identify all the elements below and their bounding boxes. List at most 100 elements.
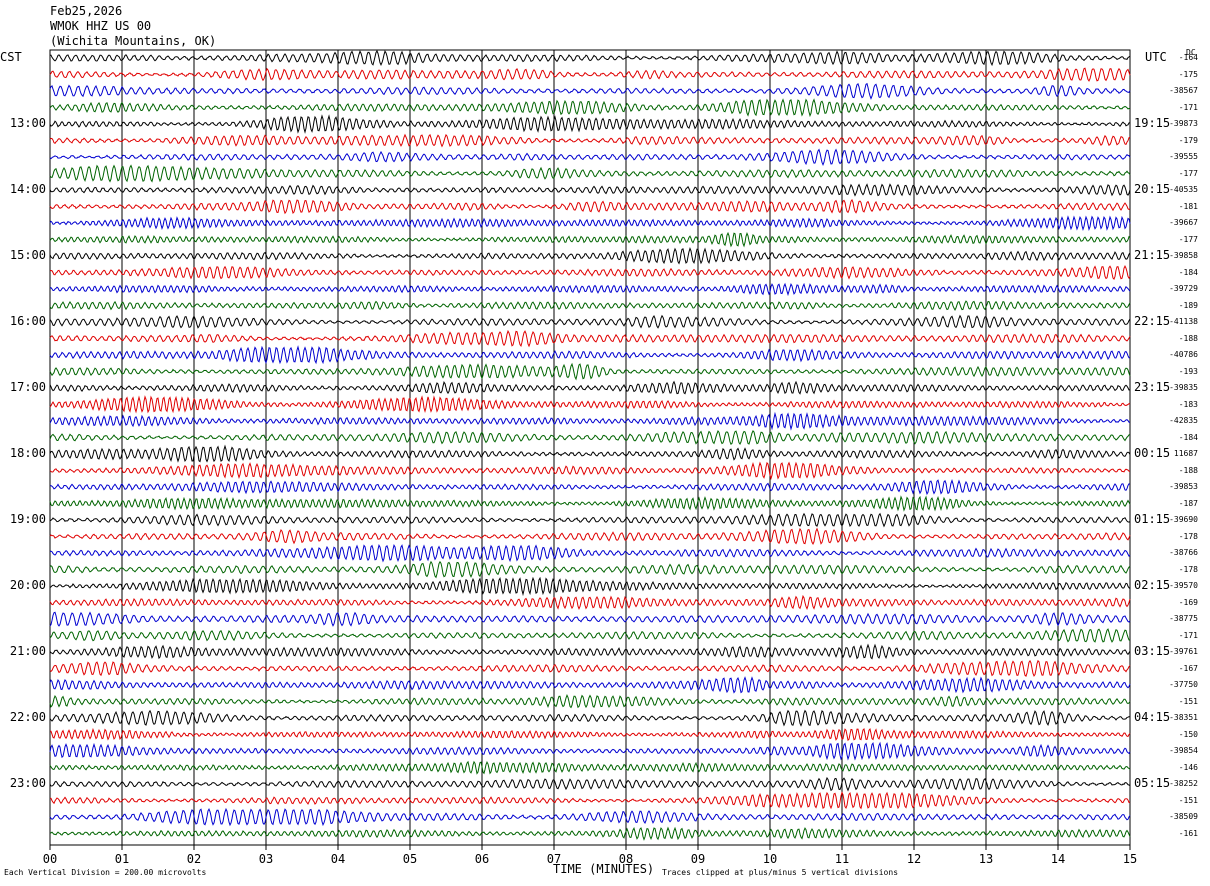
- x-tick-label: 04: [330, 852, 346, 866]
- left-hour-label: 17:00: [9, 380, 46, 394]
- right-hour-label: 22:15: [1134, 314, 1171, 328]
- dc-offset-label: -39729: [1169, 284, 1198, 293]
- clip-note: Traces clipped at plus/minus 5 vertical …: [662, 868, 899, 877]
- seismic-trace: [49, 628, 1131, 643]
- dc-offset-label: -179: [1178, 135, 1198, 145]
- seismic-trace: [49, 461, 1131, 481]
- left-hour-label: 15:00: [9, 248, 46, 262]
- dc-offset-label: -40535: [1169, 185, 1198, 194]
- seismic-trace: [49, 594, 1131, 610]
- seismic-trace: [49, 67, 1131, 82]
- dc-offset-label: -193: [1178, 366, 1198, 376]
- seismic-trace: [49, 133, 1131, 148]
- right-timezone-label: UTC: [1145, 50, 1167, 64]
- dc-offset-label: -169: [1178, 597, 1198, 607]
- scale-note: Each Vertical Division = 200.00 microvol…: [4, 868, 207, 877]
- left-hour-label: 19:00: [9, 512, 46, 526]
- x-tick-label: 01: [114, 852, 130, 866]
- seismic-trace: [49, 709, 1131, 727]
- dc-offset-label: -184: [1178, 267, 1198, 277]
- seismic-trace: [49, 659, 1131, 677]
- x-tick-label: 15: [1122, 852, 1138, 866]
- dc-offset-label: -178: [1178, 564, 1198, 574]
- seismic-trace: [49, 164, 1131, 183]
- dc-offset-label: -39853: [1169, 482, 1198, 491]
- x-tick-label: 14: [1050, 852, 1066, 866]
- dc-offset-label: -42835: [1169, 416, 1198, 425]
- seismic-trace: [49, 643, 1131, 660]
- seismic-trace: [49, 215, 1131, 232]
- seismic-trace: [49, 300, 1131, 311]
- left-hour-label: 21:00: [9, 644, 46, 658]
- dc-offset-label: -189: [1178, 300, 1198, 310]
- seismic-trace: [49, 560, 1131, 579]
- dc-offset-label: -38567: [1169, 86, 1198, 95]
- right-hour-label: 03:15: [1134, 644, 1171, 658]
- seismic-trace: [49, 444, 1131, 463]
- dc-offset-label: -164: [1178, 53, 1198, 62]
- seismic-trace: [49, 826, 1131, 841]
- dc-offset-label: -177: [1178, 168, 1198, 178]
- dc-offset-label: -188: [1178, 333, 1198, 343]
- right-hour-label: 04:15: [1134, 710, 1171, 724]
- dc-offset-label: -39555: [1169, 152, 1198, 161]
- x-tick-label: 13: [978, 852, 994, 866]
- dc-offset-label: -39873: [1169, 119, 1198, 128]
- dc-label: DC: [1186, 48, 1196, 57]
- left-timezone-label: CST: [0, 50, 22, 64]
- seismic-trace: [49, 411, 1131, 431]
- seismic-trace: [49, 791, 1131, 810]
- right-hour-label: 20:15: [1134, 182, 1171, 196]
- dc-offset-label: -151: [1178, 696, 1198, 706]
- left-hour-label: 20:00: [9, 578, 46, 592]
- dc-offset-label: -178: [1178, 531, 1198, 541]
- dc-offset-label: -167: [1178, 663, 1198, 673]
- seismic-trace: [49, 544, 1131, 563]
- left-hour-label: 13:00: [9, 116, 46, 130]
- x-tick-label: 10: [762, 852, 778, 866]
- seismic-trace: [49, 345, 1131, 365]
- dc-offset-label: -39690: [1169, 515, 1198, 524]
- seismic-trace: [49, 760, 1131, 775]
- seismic-trace: [49, 82, 1131, 100]
- right-hour-label: 19:15: [1134, 116, 1171, 130]
- x-tick-label: 12: [906, 852, 922, 866]
- seismic-trace: [49, 776, 1131, 792]
- right-hour-label: 00:15: [1134, 446, 1171, 460]
- left-hour-label: 16:00: [9, 314, 46, 328]
- x-tick-label: 03: [258, 852, 274, 866]
- x-axis-title: TIME (MINUTES): [553, 862, 655, 876]
- dc-offset-label: -187: [1178, 498, 1198, 508]
- dc-offset-label: -181: [1178, 201, 1198, 211]
- x-tick-label: 05: [402, 852, 418, 866]
- seismic-trace: [49, 114, 1131, 134]
- dc-offset-label: -184: [1178, 432, 1198, 442]
- dc-offset-label: -39835: [1169, 383, 1198, 392]
- dc-offset-label: -39854: [1169, 746, 1198, 755]
- x-tick-label: 07: [546, 852, 562, 866]
- right-hour-label: 02:15: [1134, 578, 1171, 592]
- seismic-trace: [49, 611, 1131, 627]
- right-hour-label: 05:15: [1134, 776, 1171, 790]
- dc-offset-label: -183: [1178, 399, 1198, 409]
- dc-offset-label: -39858: [1169, 251, 1198, 260]
- dc-offset-label: 11687: [1173, 449, 1198, 458]
- dc-offset-label: -151: [1178, 795, 1198, 805]
- seismic-trace: [49, 98, 1130, 118]
- header-station: WMOK HHZ US 00: [50, 19, 152, 33]
- dc-offset-label: -188: [1178, 465, 1198, 475]
- seismic-trace: [49, 231, 1131, 248]
- dc-offset-label: -39570: [1169, 581, 1198, 590]
- seismic-trace: [49, 282, 1131, 297]
- header-location: (Wichita Mountains, OK): [50, 34, 217, 48]
- dc-offset-label: -171: [1178, 630, 1198, 640]
- x-tick-label: 11: [834, 852, 850, 866]
- dc-offset-label: -38252: [1169, 779, 1198, 788]
- seismic-trace: [50, 727, 1131, 742]
- dc-offset-label: -177: [1178, 234, 1198, 244]
- seismic-trace: [49, 265, 1131, 281]
- left-hour-label: 18:00: [9, 446, 46, 460]
- seismic-trace: [49, 362, 1131, 381]
- seismic-trace: [49, 576, 1131, 597]
